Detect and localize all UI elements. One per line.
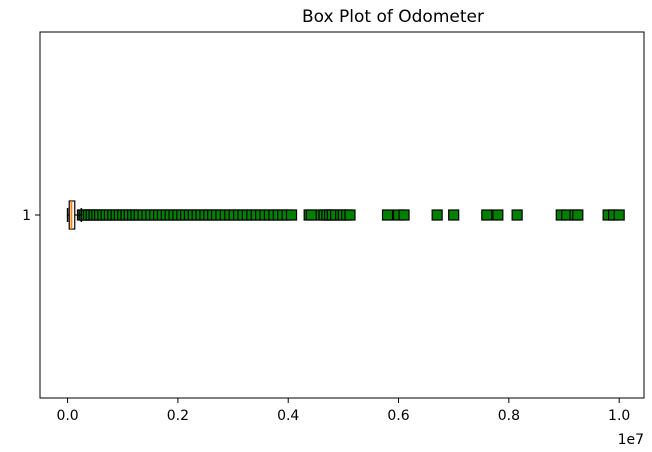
x-tick-label-1: 0.2: [167, 408, 189, 424]
x-tick-label-2: 0.4: [277, 408, 299, 424]
outlier-point-80: [572, 209, 584, 221]
x-tick-label-3: 0.6: [387, 408, 409, 424]
outlier-point-83: [613, 209, 625, 221]
outlier-point-76: [511, 209, 523, 221]
outlier-point-74: [481, 209, 493, 221]
outlier-point-75: [492, 209, 504, 221]
outlier-point-58: [305, 209, 317, 221]
outlier-point-56: [285, 209, 298, 221]
x-tick-label-5: 1.0: [608, 408, 630, 424]
outlier-point-69: [381, 209, 394, 221]
outlier-point-68: [344, 209, 356, 221]
outlier-point-73: [448, 209, 460, 221]
outlier-point-71: [398, 209, 410, 221]
x-tick-label-4: 0.8: [498, 408, 520, 424]
x-tick-label-0: 0.0: [56, 408, 78, 424]
y-tick-label-0: 1: [22, 208, 31, 224]
x-offset-label: 1e7: [618, 432, 644, 448]
outlier-point-72: [431, 209, 443, 221]
chart-title: Box Plot of Odometer: [302, 7, 484, 27]
